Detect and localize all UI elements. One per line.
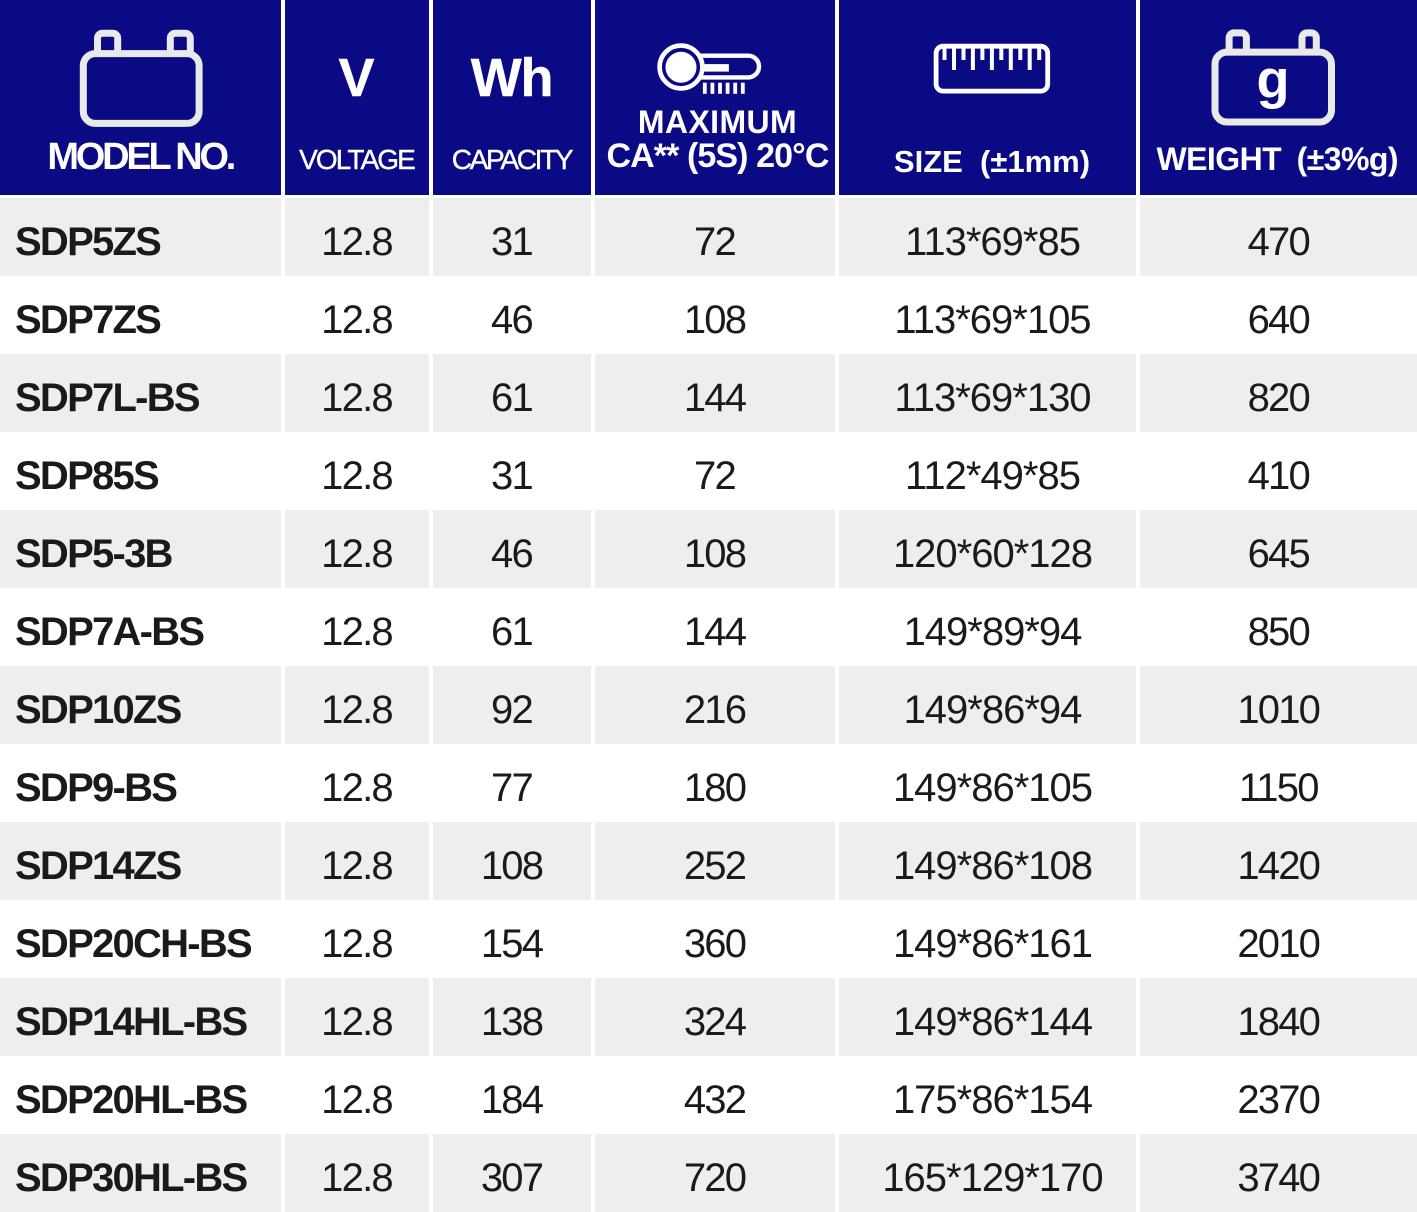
svg-text:g: g	[1256, 50, 1289, 110]
